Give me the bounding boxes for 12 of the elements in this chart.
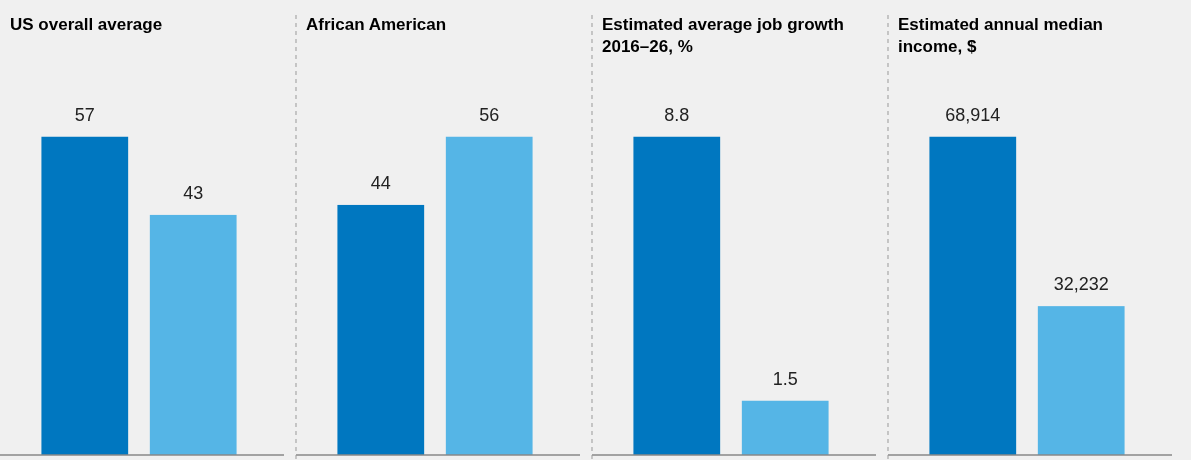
chart-title: Estimated average job growth 2016–26, % (602, 15, 844, 56)
data-label: 44 (370, 172, 391, 193)
data-label: 8.8 (664, 104, 690, 125)
chart-title: African American (306, 15, 447, 34)
chart-title: Estimated annual median income, $ (898, 15, 1103, 56)
data-label: 43 (183, 182, 204, 203)
data-label: 68,914 (945, 104, 1001, 125)
data-label: 1.5 (772, 368, 798, 389)
data-label: 32,232 (1053, 274, 1109, 295)
data-label: 56 (479, 104, 500, 125)
chart-title: US overall average (10, 15, 163, 34)
data-label: 57 (74, 104, 95, 125)
